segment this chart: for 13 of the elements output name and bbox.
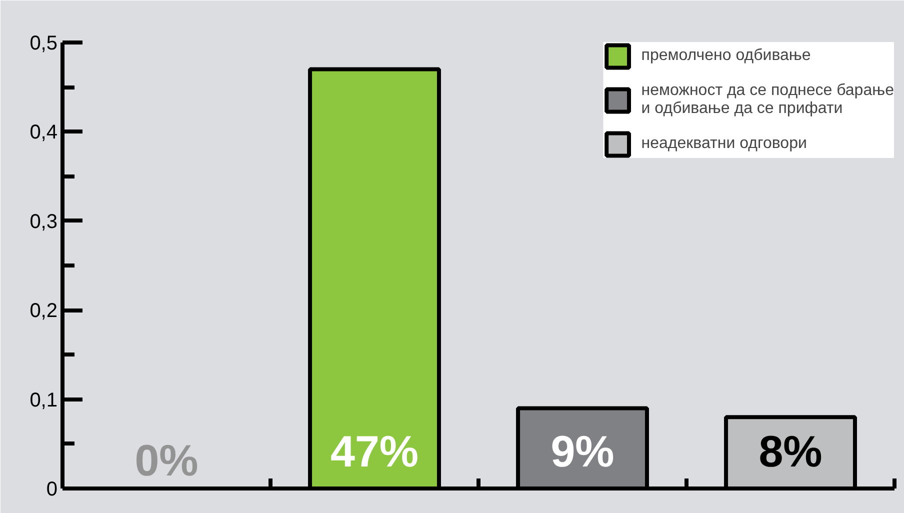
y-tick-label: 0,2 [30,300,58,322]
legend-label: премолчено одбивање [641,47,811,65]
legend-label: неадекватни одговори [641,135,807,153]
y-tick-label: 0,4 [30,122,58,144]
y-tick-label: 0 [46,478,58,500]
data-label: 47% [330,428,419,476]
data-label: 9% [550,428,614,476]
data-label: 0% [134,436,198,486]
y-tick-label: 0,3 [30,210,58,233]
legend-label: неможност да се поднесе барање и одбивање да се прифати [641,82,894,118]
data-label: 8% [758,428,822,476]
y-tick-label: 0,1 [30,389,58,412]
y-tick-label: 0,5 [30,32,58,54]
